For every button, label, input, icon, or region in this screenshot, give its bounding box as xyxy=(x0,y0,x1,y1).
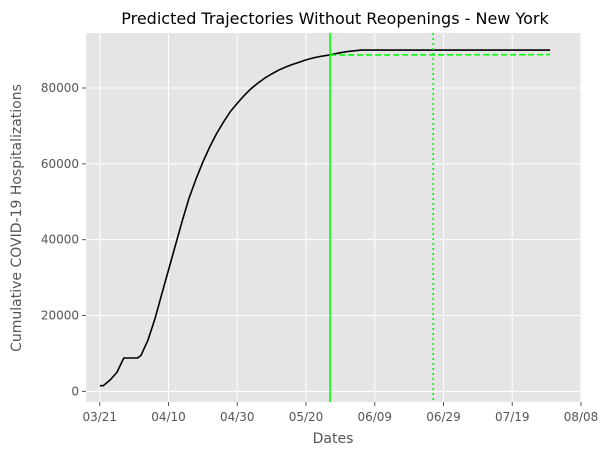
y-tick-label: 0 xyxy=(71,384,79,398)
x-tick-label: 06/09 xyxy=(357,410,392,424)
x-tick-label: 04/10 xyxy=(151,410,186,424)
y-axis-ticks: 0 20000 40000 60000 80000 xyxy=(41,81,86,398)
x-tick-label: 08/08 xyxy=(564,410,599,424)
x-tick-label: 04/30 xyxy=(220,410,255,424)
vertical-markers xyxy=(329,33,434,402)
y-tick-label: 60000 xyxy=(41,157,79,171)
x-tick-label: 06/29 xyxy=(426,410,461,424)
x-tick-label: 05/20 xyxy=(289,410,324,424)
data-series xyxy=(99,49,551,387)
hospitalizations-line xyxy=(99,49,551,387)
y-tick-label: 40000 xyxy=(41,233,79,247)
x-axis-ticks: 03/21 04/10 04/30 05/20 06/09 06/29 07/19 08/08 xyxy=(82,402,598,424)
y-tick-label: 80000 xyxy=(41,81,79,95)
y-axis-label: Cumulative COVID-19 Hospitalizations xyxy=(9,84,25,352)
grid-lines xyxy=(86,33,582,402)
y-tick-label: 20000 xyxy=(41,309,79,323)
x-axis-label: Dates xyxy=(313,431,354,447)
plot-area xyxy=(86,33,582,402)
x-tick-label: 03/21 xyxy=(82,410,117,424)
x-tick-label: 07/19 xyxy=(495,410,530,424)
chart-title: Predicted Trajectories Without Reopening… xyxy=(121,9,549,28)
